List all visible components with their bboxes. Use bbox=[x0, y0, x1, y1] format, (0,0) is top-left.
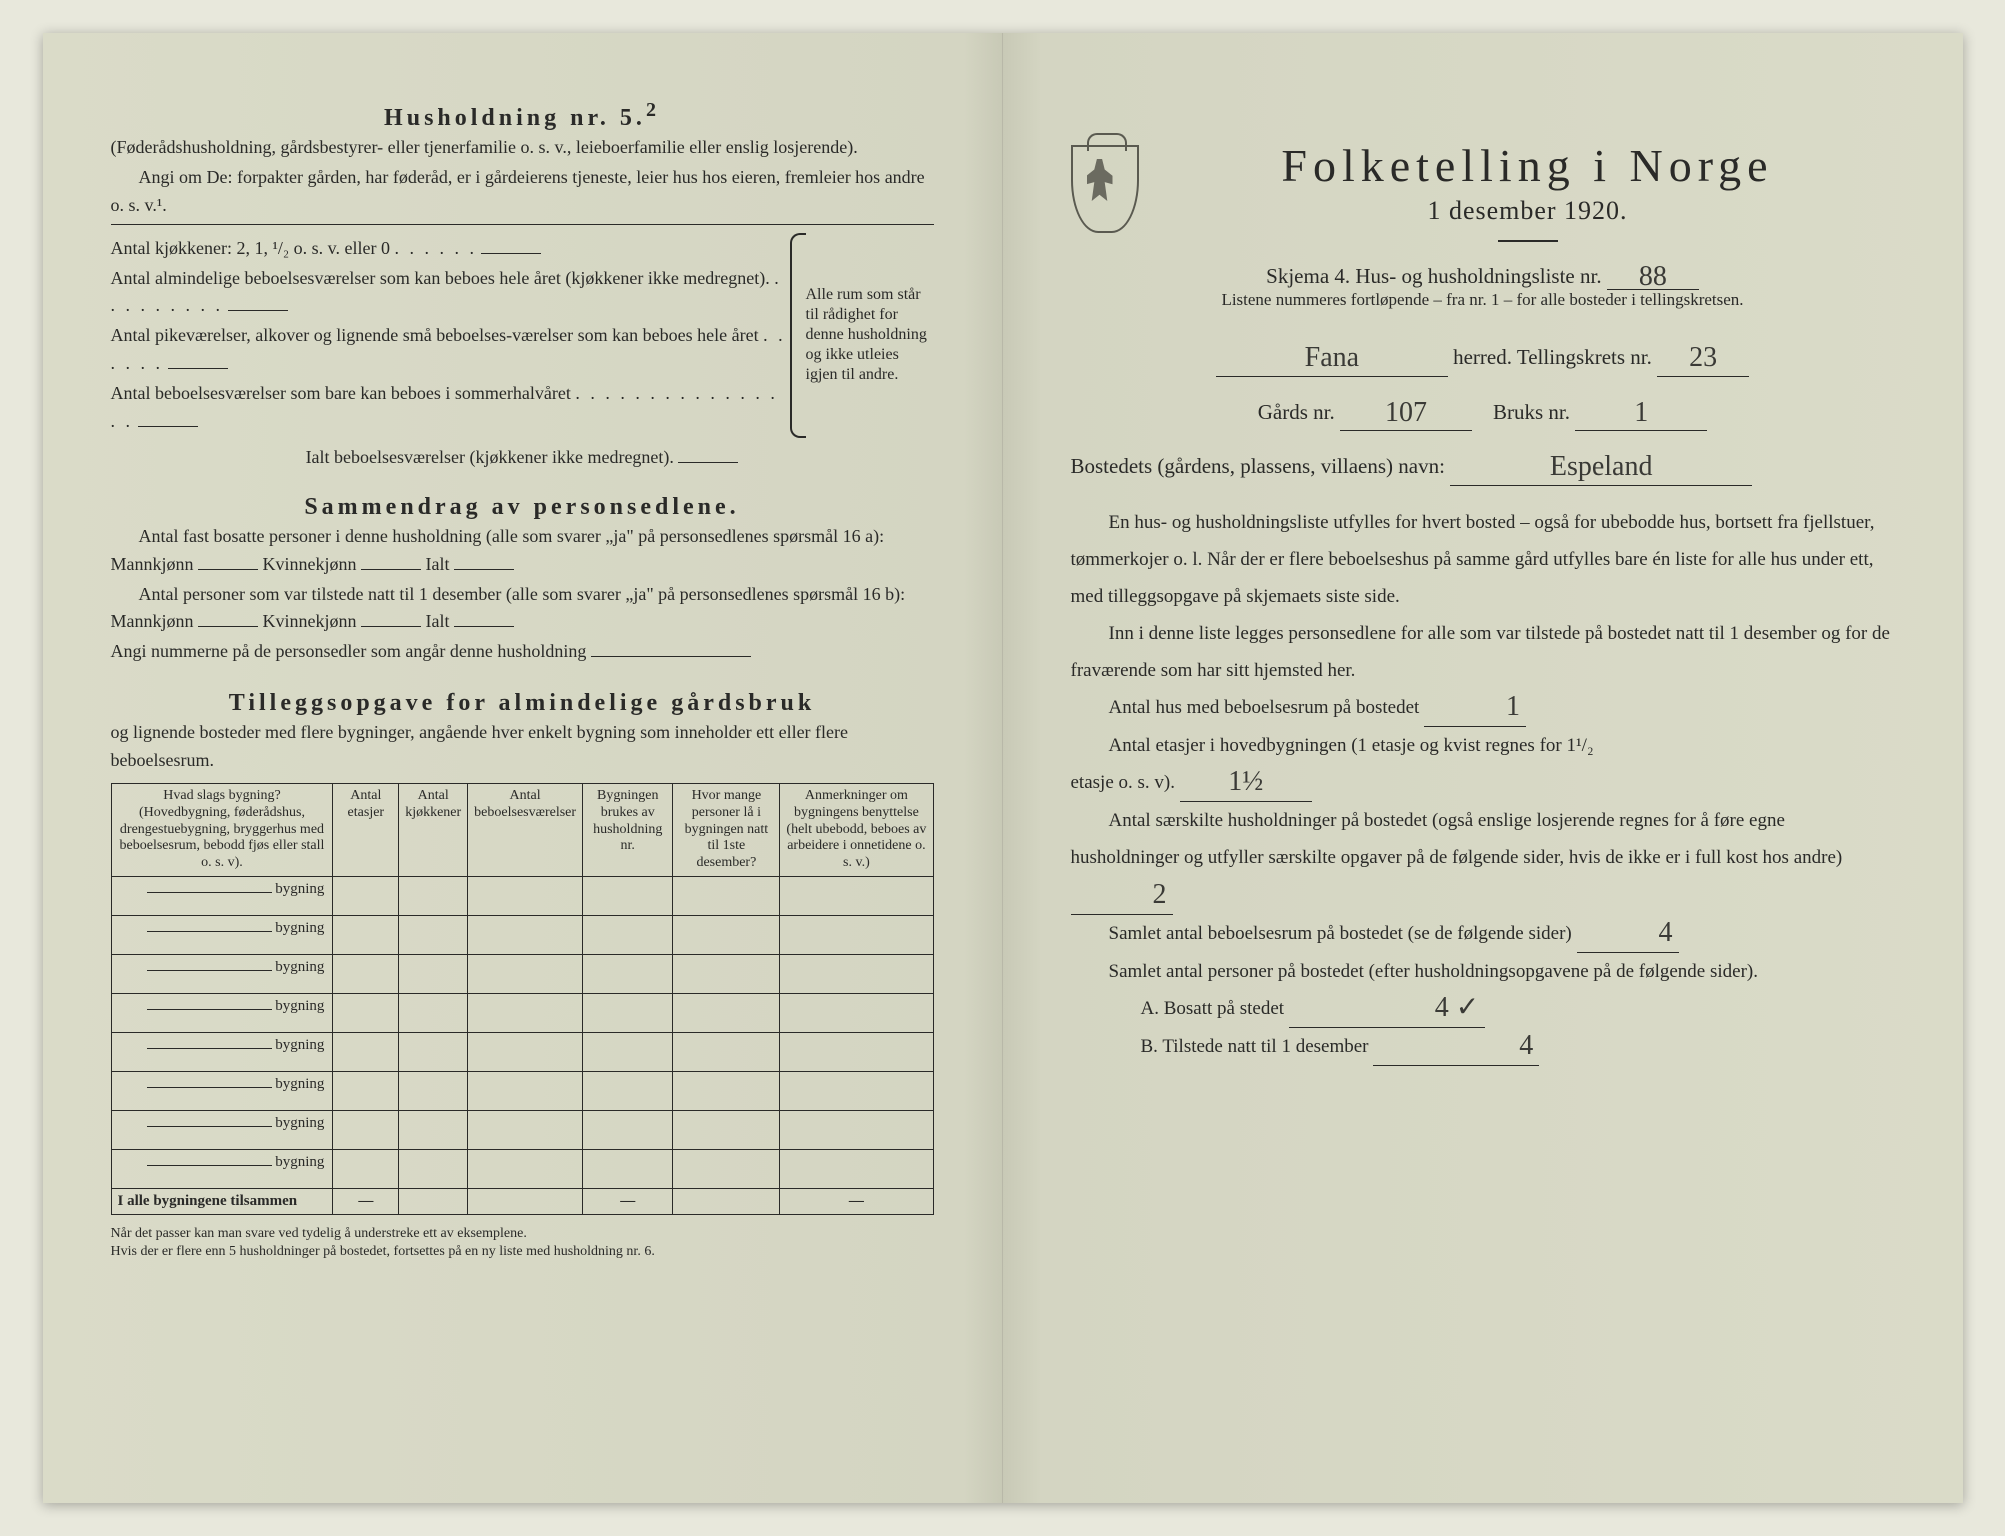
table-row: bygning bbox=[111, 877, 933, 916]
households-value: 2 bbox=[1115, 884, 1167, 906]
page-right: Folketelling i Norge 1 desember 1920. Sk… bbox=[1003, 33, 1963, 1503]
table-row: bygning bbox=[111, 1033, 933, 1072]
kitchens-field bbox=[481, 235, 541, 254]
rooms-ordinary-label: Antal almindelige beboelsesværelser som … bbox=[111, 268, 770, 288]
document-spread: Husholdning nr. 5.2 (Føderådshusholdning… bbox=[43, 33, 1963, 1503]
present-female-field bbox=[361, 608, 421, 627]
resident-female-field bbox=[361, 551, 421, 570]
heading-sammendrag: Sammendrag av personsedlene. bbox=[111, 494, 934, 521]
page-left: Husholdning nr. 5.2 (Føderådshusholdning… bbox=[43, 33, 1003, 1503]
totalrooms-value: 4 bbox=[1621, 922, 1673, 944]
bosted-line: Bostedets (gårdens, plassens, villaens) … bbox=[1071, 449, 1895, 486]
table-row: bygning bbox=[111, 994, 933, 1033]
skjema-line: Skjema 4. Hus- og husholdningsliste nr. … bbox=[1071, 264, 1895, 290]
table-row: bygning bbox=[111, 955, 933, 994]
gard-value: 107 bbox=[1385, 402, 1427, 424]
footnote: Når det passer kan man svare ved tydelig… bbox=[111, 1225, 934, 1261]
rooms-maid-label: Antal pikeværelser, alkover og lignende … bbox=[111, 325, 759, 345]
present-total-field bbox=[454, 608, 514, 627]
rooms-summer-label: Antal beboelsesværelser som bare kan beb… bbox=[111, 383, 571, 403]
brace-note: Alle rum som står til rådighet for denne… bbox=[790, 233, 934, 438]
table-row: bygning bbox=[111, 1072, 933, 1111]
rooms-ordinary-field bbox=[228, 292, 288, 311]
present-count-value: 4 bbox=[1449, 1035, 1533, 1057]
instructions: En hus- og husholdningsliste utfylles fo… bbox=[1071, 504, 1895, 1066]
herred-line: Fana herred. Tellingskrets nr. 23 bbox=[1071, 340, 1895, 377]
numbers-label: Angi nummerne på de personsedler som ang… bbox=[111, 641, 587, 661]
numbering-note: Listene nummeres fortløpende – fra nr. 1… bbox=[1071, 290, 1895, 310]
resident-total-field bbox=[454, 551, 514, 570]
gard-line: Gårds nr. 107 Bruks nr. 1 bbox=[1071, 395, 1895, 432]
table-row: bygning bbox=[111, 1111, 933, 1150]
heading-husholdning: Husholdning nr. 5.2 bbox=[111, 99, 934, 132]
rooms-summer-field bbox=[138, 408, 198, 427]
rooms-total-field bbox=[678, 444, 738, 463]
note-foderads: (Føderådshusholdning, gårdsbestyrer- ell… bbox=[111, 134, 934, 162]
tillegg-sub: og lignende bosteder med flere bygninger… bbox=[111, 719, 934, 775]
rooms-block: Antal kjøkkener: 2, 1, ¹/₂ o. s. v. elle… bbox=[111, 233, 934, 438]
present-male-field bbox=[198, 608, 258, 627]
numbers-field bbox=[591, 638, 751, 657]
th-notes: Anmerkninger om bygningens benyttelse (h… bbox=[780, 784, 933, 877]
krets-value: 23 bbox=[1689, 347, 1717, 369]
th-kitchens: Antal kjøkkener bbox=[399, 784, 468, 877]
herred-value: Fana bbox=[1305, 347, 1359, 369]
resident-male-field bbox=[198, 551, 258, 570]
resident-count-value: 4 ✓ bbox=[1365, 997, 1479, 1019]
document-date: 1 desember 1920. bbox=[1161, 196, 1895, 226]
rooms-total-label: Ialt beboelsesværelser (kjøkkener ikke m… bbox=[306, 447, 674, 467]
list-number-value: 88 bbox=[1639, 266, 1667, 288]
note-angi: Angi om De: forpakter gården, har føderå… bbox=[111, 164, 934, 220]
divider bbox=[1498, 240, 1558, 242]
heading-tillegg: Tilleggsopgave for almindelige gårdsbruk bbox=[111, 690, 934, 717]
table-row: bygning bbox=[111, 916, 933, 955]
houses-value: 1 bbox=[1468, 696, 1520, 718]
floors-value: 1½ bbox=[1228, 771, 1263, 793]
rooms-maid-field bbox=[168, 350, 228, 369]
th-floors: Antal etasjer bbox=[333, 784, 399, 877]
th-type: Hvad slags bygning? (Hovedbygning, føder… bbox=[111, 784, 333, 877]
th-persons: Hvor mange personer lå i bygningen natt … bbox=[673, 784, 780, 877]
kitchens-label: Antal kjøkkener: 2, 1, ¹/₂ o. s. v. elle… bbox=[111, 238, 390, 258]
th-rooms: Antal beboelsesværelser bbox=[468, 784, 583, 877]
table-row: bygning bbox=[111, 1150, 933, 1189]
document-title: Folketelling i Norge bbox=[1161, 139, 1895, 192]
th-household: Bygningen brukes av husholdning nr. bbox=[583, 784, 673, 877]
building-table: Hvad slags bygning? (Hovedbygning, føder… bbox=[111, 783, 934, 1215]
row-total-label: I alle bygningene tilsammen bbox=[111, 1189, 333, 1215]
coat-of-arms-icon bbox=[1071, 145, 1139, 233]
bosted-value: Espeland bbox=[1550, 456, 1653, 478]
bruk-value: 1 bbox=[1634, 402, 1648, 424]
